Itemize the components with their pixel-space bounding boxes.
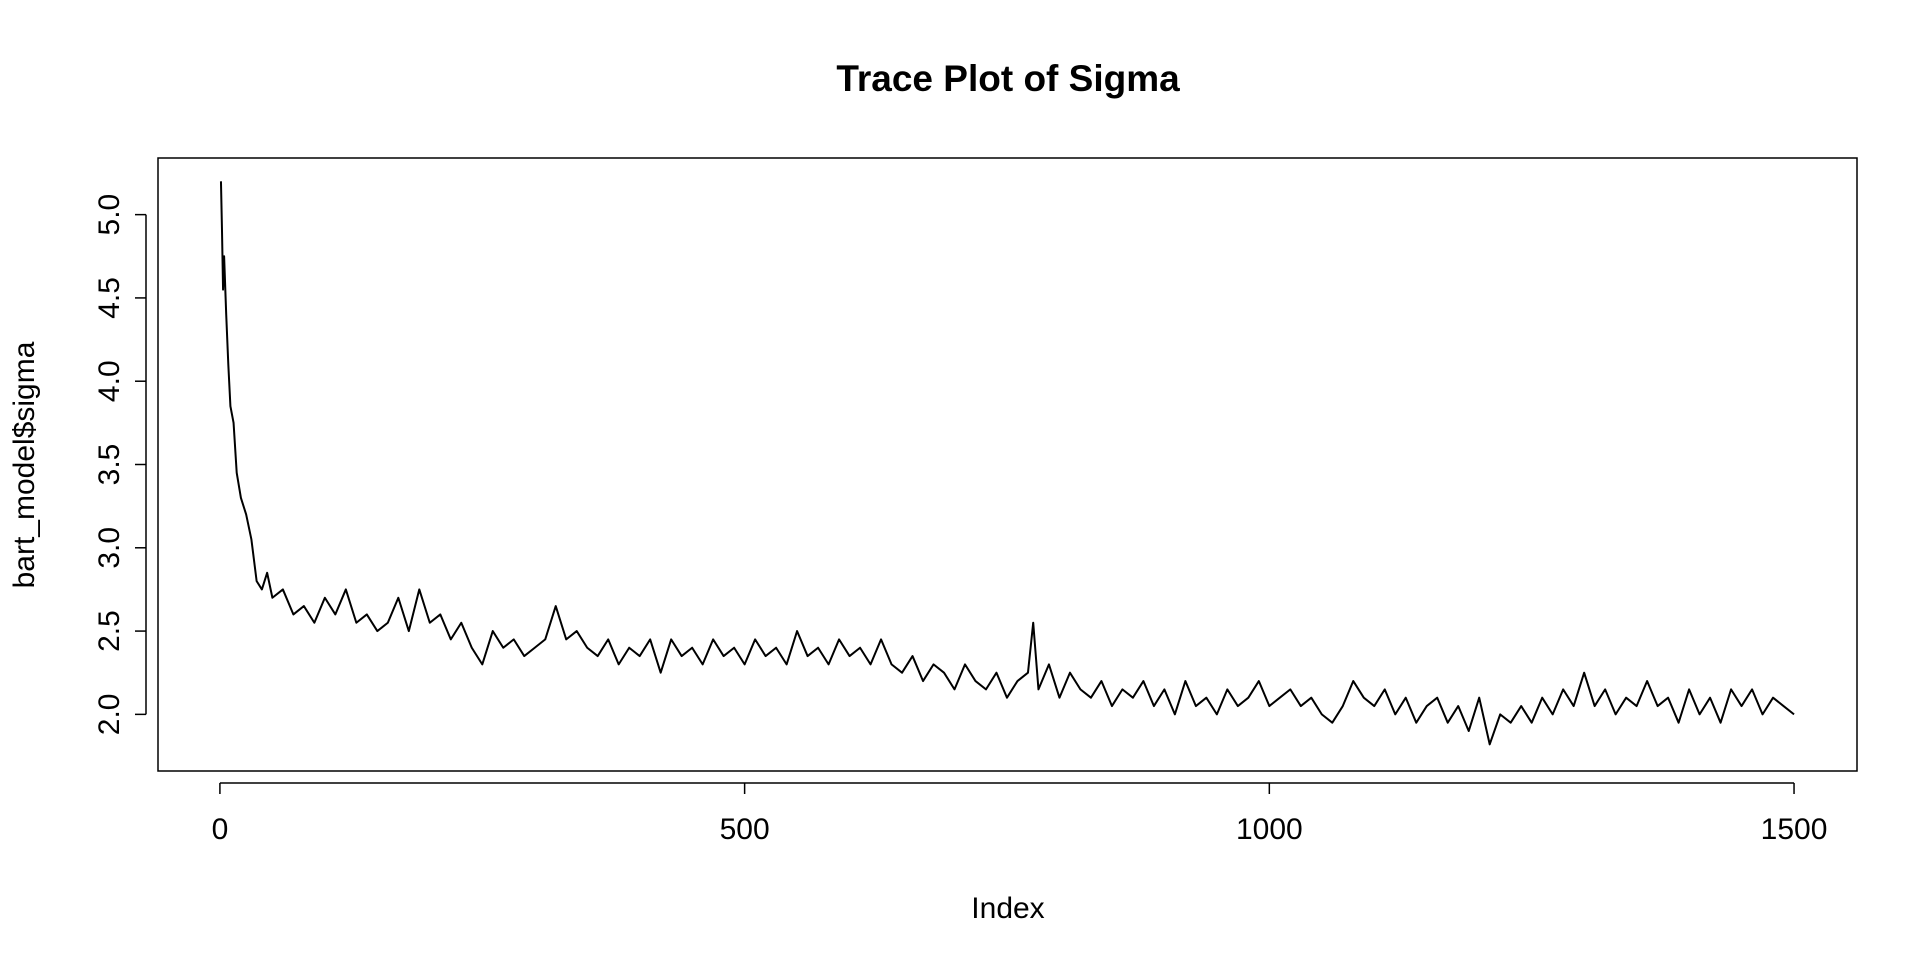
y-tick-label: 5.0 xyxy=(93,194,126,236)
y-tick-label: 4.5 xyxy=(93,277,126,319)
chart-title: Trace Plot of Sigma xyxy=(836,58,1180,99)
y-tick-label: 4.0 xyxy=(93,360,126,402)
x-tick-label: 500 xyxy=(720,813,770,846)
x-tick-label: 1500 xyxy=(1761,813,1828,846)
y-tick-label: 3.0 xyxy=(93,527,126,569)
y-tick-label: 3.5 xyxy=(93,444,126,486)
plot-frame xyxy=(157,157,1858,772)
trace-line xyxy=(219,181,1795,746)
x-tick-label: 0 xyxy=(212,813,229,846)
y-axis-title: bart_model$sigma xyxy=(8,341,41,588)
y-tick-label: 2.5 xyxy=(93,610,126,652)
x-axis-title: Index xyxy=(971,892,1044,925)
y-tick-label: 2.0 xyxy=(93,694,126,736)
x-tick-label: 1000 xyxy=(1236,813,1303,846)
